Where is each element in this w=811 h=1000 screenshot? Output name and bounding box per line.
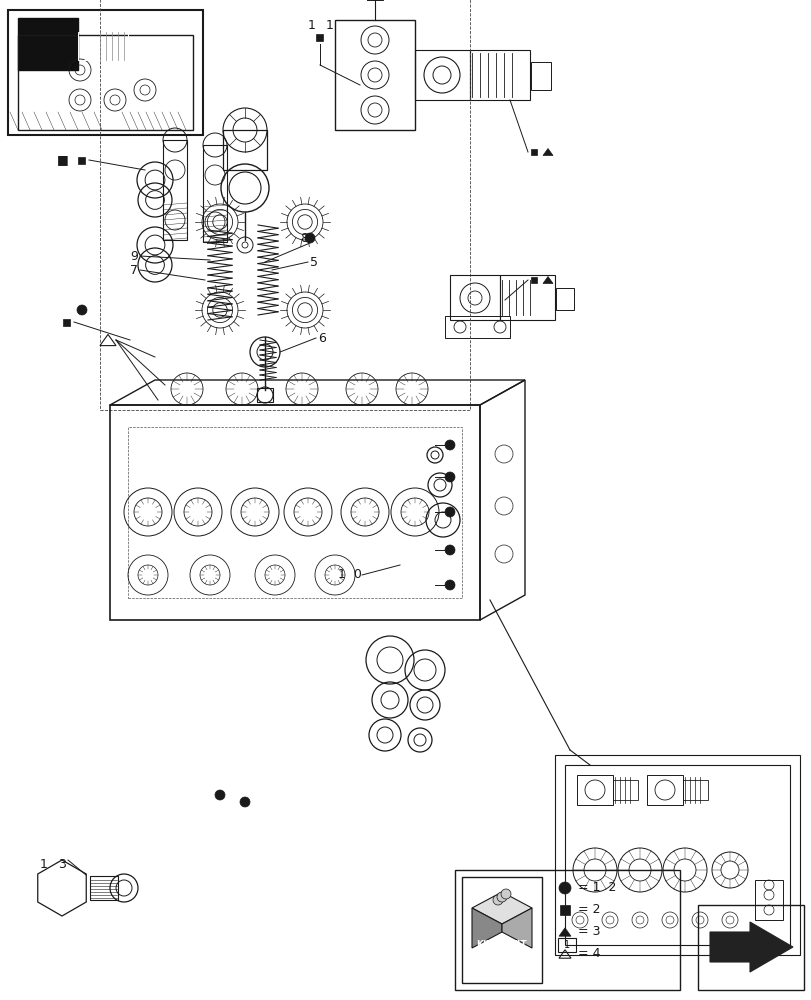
Bar <box>500 275 554 320</box>
Bar <box>163 140 187 240</box>
Bar <box>612 780 637 800</box>
Bar <box>556 288 573 310</box>
Bar <box>554 755 799 955</box>
Circle shape <box>77 305 87 315</box>
Bar <box>63 318 71 326</box>
Polygon shape <box>558 928 570 936</box>
Text: 8: 8 <box>299 232 307 244</box>
Circle shape <box>444 545 454 555</box>
Text: = 1  2: = 1 2 <box>577 882 616 894</box>
Circle shape <box>444 440 454 450</box>
Text: 3: 3 <box>58 858 66 871</box>
Bar <box>90 876 118 900</box>
Bar <box>449 275 500 320</box>
Text: 1: 1 <box>325 19 333 32</box>
Polygon shape <box>543 276 552 284</box>
Bar <box>414 50 470 100</box>
Text: 1  0: 1 0 <box>337 568 362 582</box>
Text: KIT: KIT <box>475 940 491 949</box>
Circle shape <box>444 507 454 517</box>
Bar <box>577 775 612 805</box>
Bar <box>646 775 682 805</box>
Text: ■: ■ <box>57 154 69 167</box>
Text: = 3: = 3 <box>577 925 600 938</box>
Bar <box>203 145 227 242</box>
Bar <box>18 35 193 130</box>
Text: 1: 1 <box>40 858 48 871</box>
Text: = 2: = 2 <box>577 903 600 916</box>
Bar <box>128 427 461 598</box>
Circle shape <box>558 882 570 894</box>
Circle shape <box>215 790 225 800</box>
Bar <box>78 32 128 60</box>
Bar <box>109 405 479 620</box>
Bar <box>8 10 203 135</box>
Polygon shape <box>501 908 531 948</box>
Bar <box>316 34 323 41</box>
Bar <box>335 20 414 130</box>
Bar <box>223 130 267 170</box>
Text: 1: 1 <box>564 940 569 950</box>
Bar <box>461 877 541 983</box>
Polygon shape <box>709 922 792 972</box>
Circle shape <box>444 472 454 482</box>
Bar <box>530 62 551 90</box>
Bar <box>470 50 530 100</box>
Circle shape <box>500 889 510 899</box>
Text: 1: 1 <box>307 19 315 32</box>
Bar <box>100 0 470 410</box>
Circle shape <box>240 797 250 807</box>
Text: 5: 5 <box>310 255 318 268</box>
Circle shape <box>444 580 454 590</box>
Circle shape <box>496 892 506 902</box>
Text: 7: 7 <box>130 263 138 276</box>
Bar <box>444 316 509 338</box>
Polygon shape <box>471 908 501 948</box>
Bar <box>557 938 575 952</box>
Bar <box>564 765 789 945</box>
Bar <box>79 157 85 164</box>
Bar <box>530 277 536 283</box>
Text: KIT: KIT <box>509 940 526 949</box>
Text: 6: 6 <box>318 332 325 344</box>
Polygon shape <box>471 892 531 924</box>
Bar <box>454 870 679 990</box>
Bar <box>257 388 272 402</box>
Bar <box>530 149 536 155</box>
Bar <box>682 780 707 800</box>
Bar <box>560 905 569 915</box>
Bar <box>697 905 803 990</box>
Polygon shape <box>543 149 552 156</box>
Circle shape <box>492 895 502 905</box>
Bar <box>18 18 78 70</box>
Bar <box>754 880 782 920</box>
Text: = 4: = 4 <box>577 947 600 960</box>
Text: 9: 9 <box>130 249 138 262</box>
Circle shape <box>305 233 315 243</box>
